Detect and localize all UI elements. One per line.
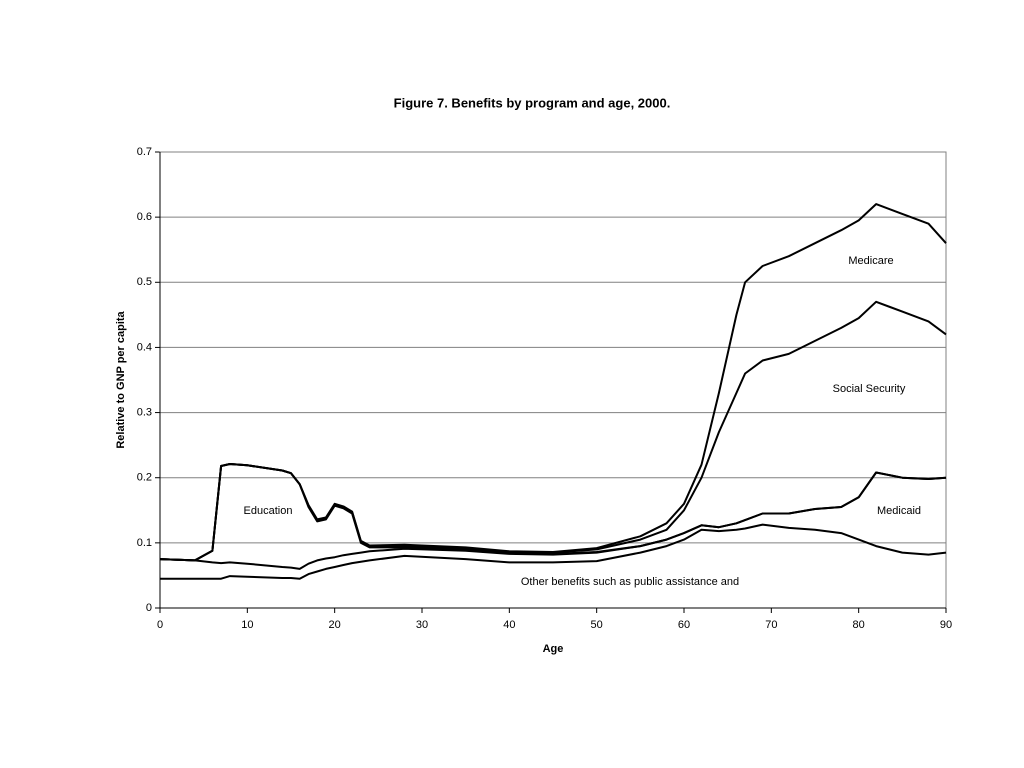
x-tick-label: 20 xyxy=(329,619,341,631)
series-label: Medicare xyxy=(848,255,893,267)
x-tick-label: 10 xyxy=(241,619,253,631)
x-tick-label: 70 xyxy=(765,619,777,631)
y-tick-label: 0.7 xyxy=(137,146,152,158)
series-label: Social Security xyxy=(833,383,906,395)
x-axis-title: Age xyxy=(543,643,564,655)
x-tick-label: 80 xyxy=(853,619,865,631)
series-label: Medicaid xyxy=(877,505,921,517)
y-tick-label: 0.4 xyxy=(137,341,152,353)
series-line xyxy=(159,300,947,562)
x-tick-label: 40 xyxy=(503,619,515,631)
y-tick-label: 0.5 xyxy=(137,276,152,288)
x-tick-label: 50 xyxy=(591,619,603,631)
series-line xyxy=(159,203,947,562)
series-label: Education xyxy=(244,505,293,517)
series-line xyxy=(160,523,947,580)
x-tick-label: 60 xyxy=(678,619,690,631)
y-tick-label: 0.1 xyxy=(137,537,152,549)
y-tick-label: 0.2 xyxy=(137,472,152,484)
x-tick-label: 0 xyxy=(157,619,163,631)
chart-title: Figure 7. Benefits by program and age, 2… xyxy=(394,95,671,110)
y-tick-label: 0.6 xyxy=(137,211,152,223)
x-tick-label: 30 xyxy=(416,619,428,631)
x-tick-label: 90 xyxy=(940,619,952,631)
y-axis-title: Relative to GNP per capita xyxy=(115,310,127,448)
series-label: Other benefits such as public assistance… xyxy=(521,576,739,588)
plot-frame xyxy=(159,151,947,609)
y-tick-label: 0 xyxy=(146,602,152,614)
y-tick-label: 0.3 xyxy=(137,406,152,418)
